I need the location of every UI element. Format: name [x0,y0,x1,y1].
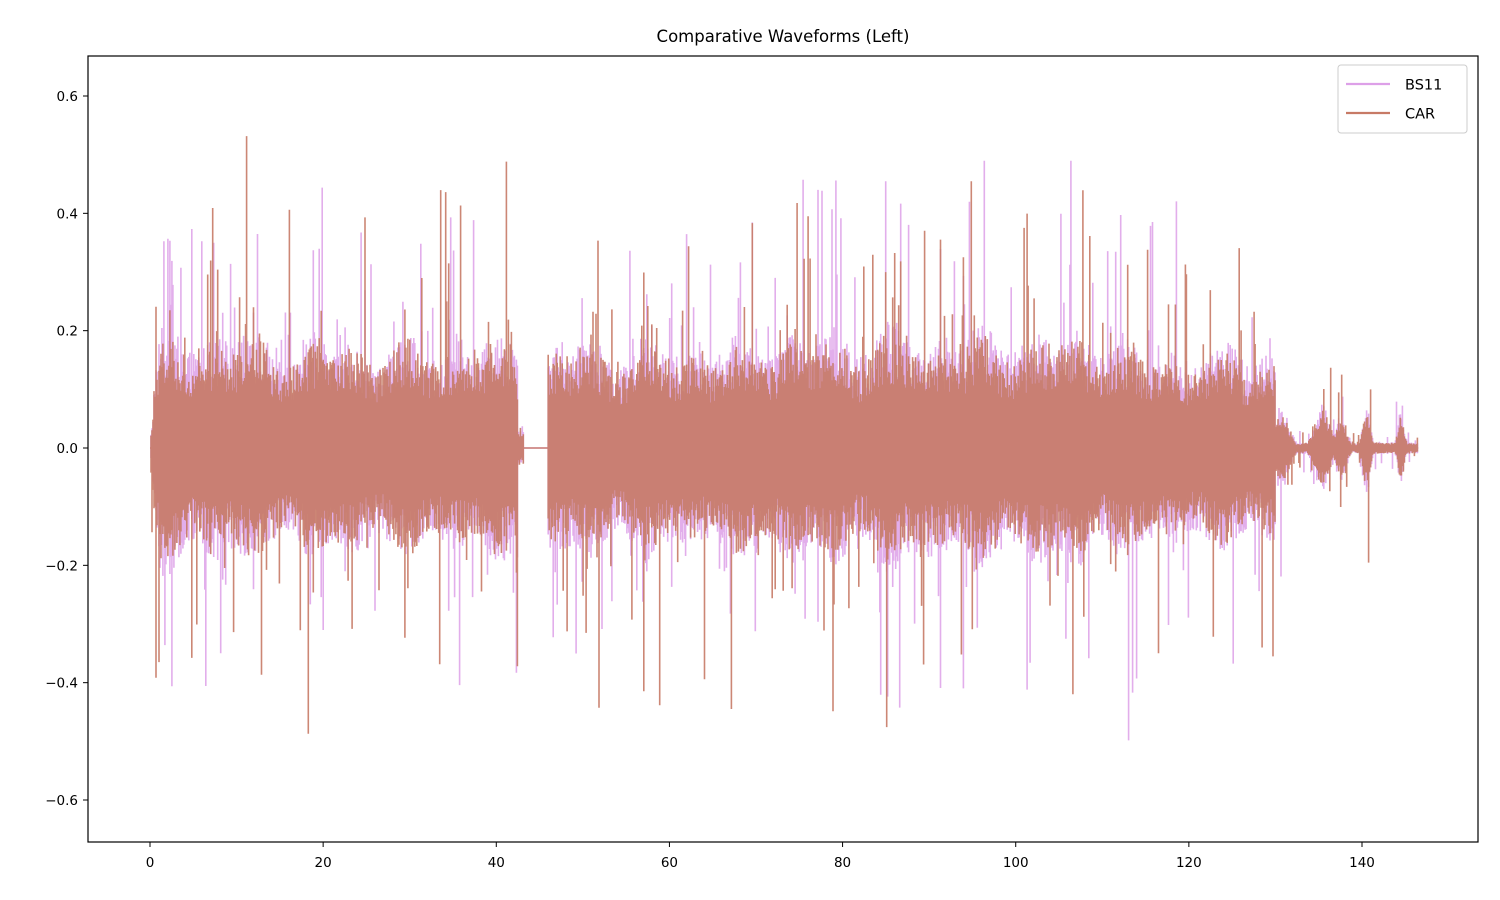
y-tick-label: 0.4 [57,206,78,222]
legend-label-bs11: BS11 [1405,78,1442,94]
x-axis: 0 20 40 60 80 100 120 140 [146,842,1375,871]
x-tick-label: 120 [1176,855,1202,871]
plot-area [150,136,1419,741]
y-tick-label: 0.2 [57,324,78,340]
legend-box [1337,64,1468,134]
x-tick-label: 0 [146,855,155,871]
chart-title: Comparative Waveforms (Left) [657,27,910,46]
x-tick-label: 80 [834,855,851,871]
x-tick-label: 140 [1349,855,1375,871]
y-tick-label: −0.4 [45,676,78,692]
y-tick-label: −0.6 [45,793,78,809]
x-tick-label: 20 [315,855,332,871]
y-tick-label: 0.0 [57,441,78,457]
x-tick-label: 100 [1003,855,1029,871]
axes-frame [87,55,1479,843]
y-tick-label: −0.2 [45,558,78,574]
x-tick-label: 60 [661,855,678,871]
y-axis: −0.6 −0.4 −0.2 0.0 0.2 0.4 0.6 [45,89,88,809]
x-tick-label: 40 [488,855,505,871]
legend: BS11 CAR [1337,64,1468,134]
waveform-series-car [150,136,1419,734]
y-tick-label: 0.6 [57,89,78,105]
legend-label-car: CAR [1405,107,1435,123]
